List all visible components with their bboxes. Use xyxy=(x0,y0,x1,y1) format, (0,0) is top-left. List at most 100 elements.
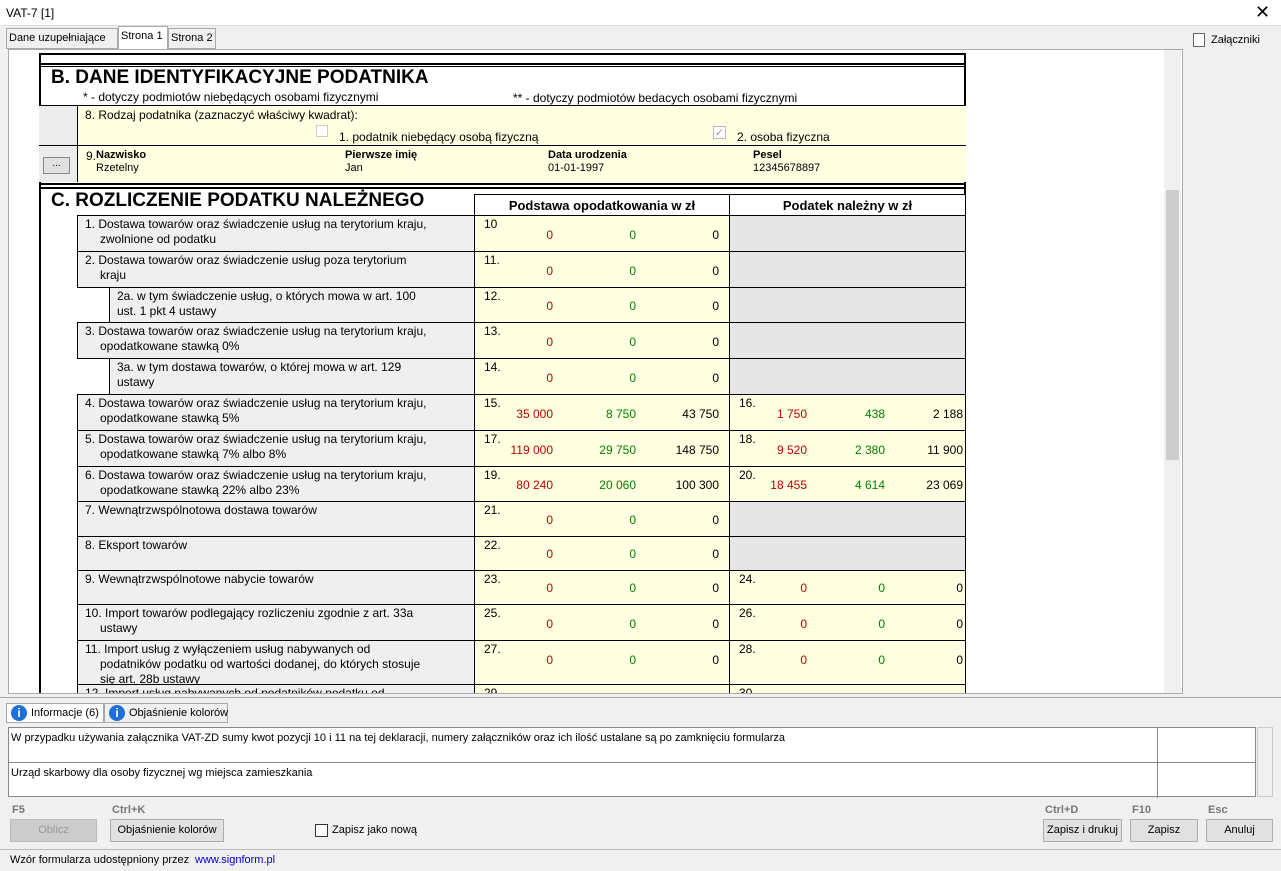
amount: 4 614 xyxy=(854,478,885,492)
row-label: 11. Import usług z wyłączeniem usług nab… xyxy=(85,642,421,686)
checkbox[interactable]: ✓ xyxy=(713,126,726,139)
button[interactable]: Oblicz xyxy=(10,819,97,842)
amount: 0 xyxy=(546,228,553,242)
attachments-button[interactable]: Załączniki xyxy=(1191,30,1277,52)
amount: 0 xyxy=(546,335,553,349)
button[interactable]: Zapisz xyxy=(1130,819,1198,842)
tax-cell xyxy=(729,536,966,571)
info-icon: i xyxy=(109,705,125,721)
status-link[interactable]: www.signform.pl xyxy=(195,854,276,866)
tax-cell xyxy=(729,501,966,537)
amount: 0 xyxy=(546,513,553,527)
tax-cell xyxy=(729,640,966,685)
amount: 0 xyxy=(712,581,719,595)
row-label: 5. Dostawa towarów oraz świadczenie usłu… xyxy=(85,432,427,461)
field-button[interactable]: ... xyxy=(43,157,70,174)
amount: 0 xyxy=(629,581,636,595)
tax-cell xyxy=(729,570,966,605)
tab[interactable]: Strona 1 xyxy=(118,26,168,49)
row-label: 2a. w tym świadczenie usług, o których m… xyxy=(117,289,416,318)
amount: 0 xyxy=(800,581,807,595)
field-number: 18. xyxy=(739,432,756,446)
shortcut-key: Ctrl+D xyxy=(1045,804,1079,816)
shortcut-key: Ctrl+K xyxy=(112,804,146,816)
amount: 0 xyxy=(712,371,719,385)
rule xyxy=(39,66,966,67)
base-cell xyxy=(474,466,730,502)
column-header: Podatek należny w zł xyxy=(729,194,966,216)
amount: 0 xyxy=(878,653,885,667)
amount: 0 xyxy=(800,653,807,667)
checkbox[interactable] xyxy=(316,125,328,137)
info-panel: i Informacje (6) i Objaśnienie kolorów W pr… xyxy=(0,697,1281,801)
field-number: 27. xyxy=(484,642,501,656)
field-number: 15. xyxy=(484,396,501,410)
info-tab-label: Objaśnienie kolorów xyxy=(129,707,229,719)
button[interactable]: Zapisz i drukuj xyxy=(1043,819,1122,842)
rule xyxy=(39,53,966,55)
rule xyxy=(39,53,41,693)
message: Urząd skarbowy dla osoby fizycznej wg mi… xyxy=(11,767,313,779)
amount: 35 000 xyxy=(516,407,553,421)
amount: 23 069 xyxy=(926,478,963,492)
row-label-cell xyxy=(77,640,475,685)
scrollbar[interactable] xyxy=(1164,50,1181,693)
column-header: Pesel xyxy=(753,149,782,161)
close-button[interactable]: ✕ xyxy=(1255,2,1271,22)
amount: 0 xyxy=(629,547,636,561)
window-title: VAT-7 [1] xyxy=(6,6,55,20)
amount: 0 xyxy=(712,335,719,349)
status-text: Wzór formularza udostępniony przez xyxy=(10,854,190,866)
field-number: 17. xyxy=(484,432,501,446)
message: W przypadku używania załącznika VAT-ZD s… xyxy=(11,732,785,744)
amount: 0 xyxy=(629,513,636,527)
amount: 2 188 xyxy=(932,407,963,421)
tax-cell xyxy=(729,287,966,323)
amount: 2 380 xyxy=(854,443,885,457)
amount: 0 xyxy=(712,299,719,313)
tax-cell xyxy=(729,322,966,359)
tab[interactable]: Dane uzupełniające xyxy=(6,28,118,49)
info-tab[interactable]: i Objaśnienie kolorów xyxy=(104,703,228,723)
column-header: Pierwsze imię xyxy=(345,149,418,161)
amount: 0 xyxy=(546,299,553,313)
amount: 0 xyxy=(629,653,636,667)
amount: 0 xyxy=(712,617,719,631)
shortcut-key: F5 xyxy=(12,804,25,816)
rule xyxy=(39,187,966,189)
button[interactable]: Objaśnienie kolorów xyxy=(110,819,224,842)
section-title: B. DANE IDENTYFIKACYJNE PODATNIKA xyxy=(51,67,429,88)
amount: 0 xyxy=(712,513,719,527)
tab[interactable]: Strona 2 xyxy=(168,28,216,49)
field-number: 26. xyxy=(739,606,756,620)
amount: 0 xyxy=(629,335,636,349)
amount: 0 xyxy=(712,264,719,278)
tax-cell xyxy=(729,430,966,467)
field-number: 30. xyxy=(739,686,756,694)
row-label: 4. Dostawa towarów oraz świadczenie usłu… xyxy=(85,396,427,425)
column-value: Rzetelny xyxy=(96,162,139,174)
base-cell xyxy=(474,640,730,685)
info-tab[interactable]: i Informacje (6) xyxy=(6,703,104,723)
field-number: 29. xyxy=(484,686,501,694)
rule xyxy=(39,183,966,185)
field-number: 11. xyxy=(484,253,500,267)
checkbox[interactable] xyxy=(315,824,328,837)
field-number: 21. xyxy=(484,503,501,517)
amount: 0 xyxy=(712,653,719,667)
option: 2. osoba fizyczna xyxy=(737,130,830,144)
base-cell xyxy=(474,430,730,467)
base-cell xyxy=(474,215,730,252)
title-bar: VAT-7 [1] ✕ xyxy=(0,0,1281,26)
rule xyxy=(39,63,966,65)
form-area: B. DANE IDENTYFIKACYJNE PODATNIKA * - dot… xyxy=(8,49,1183,694)
button[interactable]: Anuluj xyxy=(1206,819,1273,842)
amount: 0 xyxy=(629,228,636,242)
info-scrollbar[interactable] xyxy=(1257,727,1273,797)
field-number: 13. xyxy=(484,324,501,338)
attachments-label: Załączniki xyxy=(1211,34,1260,46)
row-label: 7. Wewnątrzwspólnotowa dostawa towarów xyxy=(85,503,317,517)
message-divider xyxy=(1157,728,1158,763)
tax-cell xyxy=(729,604,966,641)
